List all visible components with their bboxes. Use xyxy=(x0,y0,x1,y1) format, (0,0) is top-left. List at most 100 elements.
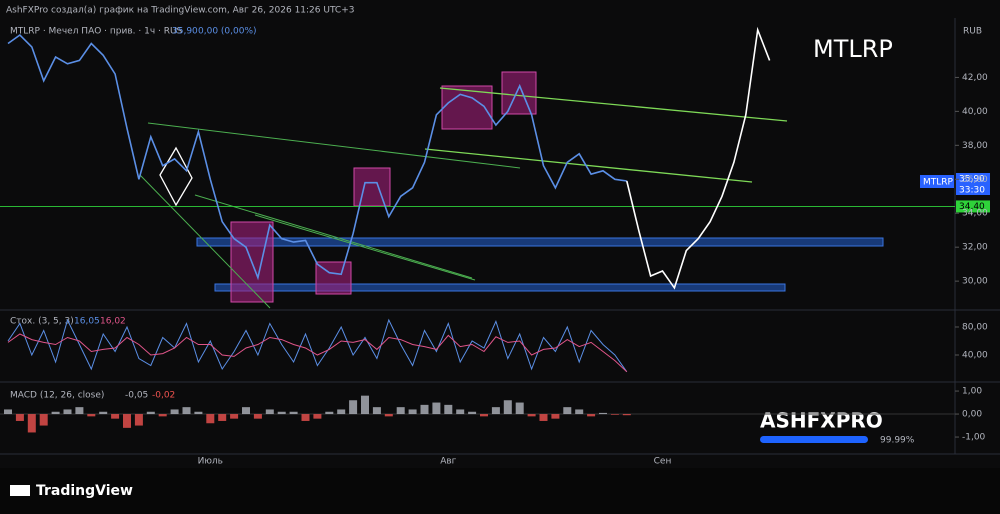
histogram-bar xyxy=(253,414,262,419)
support-zone xyxy=(214,283,786,292)
histogram-bar xyxy=(587,414,596,417)
level-tag-text: 34,40 xyxy=(959,202,985,212)
symbol-tag-text: MTLRP xyxy=(923,178,954,188)
histogram-bar xyxy=(87,414,96,417)
histogram-bar xyxy=(456,409,465,415)
y-tick-label: 1,00 xyxy=(962,387,982,397)
series-line xyxy=(7,33,627,281)
histogram-bar xyxy=(503,400,512,415)
y-tick-label: 36,00 xyxy=(962,175,988,185)
stoch-value: 16,02 xyxy=(100,317,126,327)
histogram-bar xyxy=(206,414,215,424)
histogram-bar xyxy=(468,411,477,415)
y-tick-label: 42,00 xyxy=(962,73,988,83)
histogram-bar xyxy=(527,414,536,417)
y-tick-label: 80,00 xyxy=(962,322,988,332)
histogram-bar xyxy=(337,409,346,415)
credit: AshFXPro создал(а) график на TradingView… xyxy=(6,6,354,16)
histogram-bar xyxy=(51,411,60,415)
channel-line xyxy=(424,148,753,183)
series-line xyxy=(626,26,771,290)
badge-pct: 99.99% xyxy=(880,436,915,446)
histogram-bar xyxy=(325,411,334,415)
histogram-bar xyxy=(218,414,227,421)
logo-mark xyxy=(10,485,30,496)
badge: ASHFXPRO xyxy=(760,409,883,433)
x-tick-label: Сен xyxy=(654,457,672,467)
y-tick-label: 40,00 xyxy=(962,107,988,117)
y-tick-label: 30,00 xyxy=(962,277,988,287)
histogram-bar xyxy=(575,409,584,415)
annotation: MTLRP xyxy=(813,35,893,63)
histogram-bar xyxy=(599,412,607,415)
macd-value: -0,02 xyxy=(152,391,175,401)
x-tick-label: Июль xyxy=(198,457,223,467)
y-tick-label: 0,00 xyxy=(962,410,982,420)
y-tick-label: 40,00 xyxy=(962,350,988,360)
histogram-bar xyxy=(146,411,155,415)
series-line xyxy=(7,333,628,373)
histogram-bar xyxy=(372,407,381,415)
histogram-bar xyxy=(491,407,500,415)
histogram-bar xyxy=(75,407,84,415)
currency: RUB xyxy=(963,27,982,37)
trend-line xyxy=(194,194,473,279)
macd-value: -0,05 xyxy=(125,391,148,401)
histogram-bar xyxy=(27,414,36,433)
histogram-bar xyxy=(39,414,48,426)
highlight-box xyxy=(501,71,537,115)
y-tick-label: -1,00 xyxy=(962,433,986,443)
histogram-bar xyxy=(622,414,631,416)
histogram-bar xyxy=(289,411,298,415)
price-tag xyxy=(956,173,990,195)
histogram-bar xyxy=(313,414,322,419)
symbol-tag xyxy=(920,175,954,188)
trend-line xyxy=(139,174,271,309)
histogram-bar xyxy=(563,407,572,415)
histogram-bar xyxy=(277,411,286,415)
histogram-bar xyxy=(349,400,358,415)
histogram-bar xyxy=(432,402,441,415)
histogram-bar xyxy=(123,414,131,428)
histogram-bar xyxy=(420,404,429,415)
histogram-bar xyxy=(111,414,120,419)
symbol-title: MTLRP · Мечел ПАО · прив. · 1ч · RUS xyxy=(10,27,183,37)
stoch-value: 16,05 xyxy=(74,317,100,327)
histogram-bar xyxy=(301,414,310,421)
histogram-bar xyxy=(515,402,524,415)
footer-bg xyxy=(0,468,1000,514)
histogram-bar xyxy=(230,414,239,419)
channel-line xyxy=(439,87,788,122)
histogram-bar xyxy=(444,404,453,415)
histogram-bar xyxy=(480,414,488,417)
highlight-box xyxy=(353,167,391,207)
histogram-bar xyxy=(134,414,143,426)
histogram-bar xyxy=(182,407,191,415)
histogram-bar xyxy=(361,395,369,415)
histogram-bar xyxy=(99,411,108,415)
stoch-title: Стох. (3, 5, 3) xyxy=(10,317,74,327)
histogram-bar xyxy=(408,409,417,415)
y-tick-label: 34,00 xyxy=(962,209,988,219)
trend-line xyxy=(254,214,476,281)
macd-title: MACD (12, 26, close) xyxy=(10,391,104,401)
badge-bar xyxy=(760,436,868,443)
countdown: 33:30 xyxy=(959,186,985,196)
y-tick-label: 38,00 xyxy=(962,141,988,151)
histogram-bar xyxy=(551,414,560,419)
histogram-bar xyxy=(194,411,203,415)
histogram-bar xyxy=(539,414,548,421)
x-tick-label: Авг xyxy=(440,457,456,467)
histogram-bar xyxy=(15,414,24,421)
price-change: 0,00 (0,00%) xyxy=(198,27,257,37)
level-tag xyxy=(956,200,990,213)
histogram-bar xyxy=(63,409,72,415)
histogram-bar xyxy=(384,414,393,417)
histogram-bar xyxy=(170,409,179,415)
histogram-bar xyxy=(610,414,619,415)
histogram-bar xyxy=(242,407,250,415)
logo: TradingView xyxy=(36,483,133,499)
trend-line xyxy=(147,122,521,169)
